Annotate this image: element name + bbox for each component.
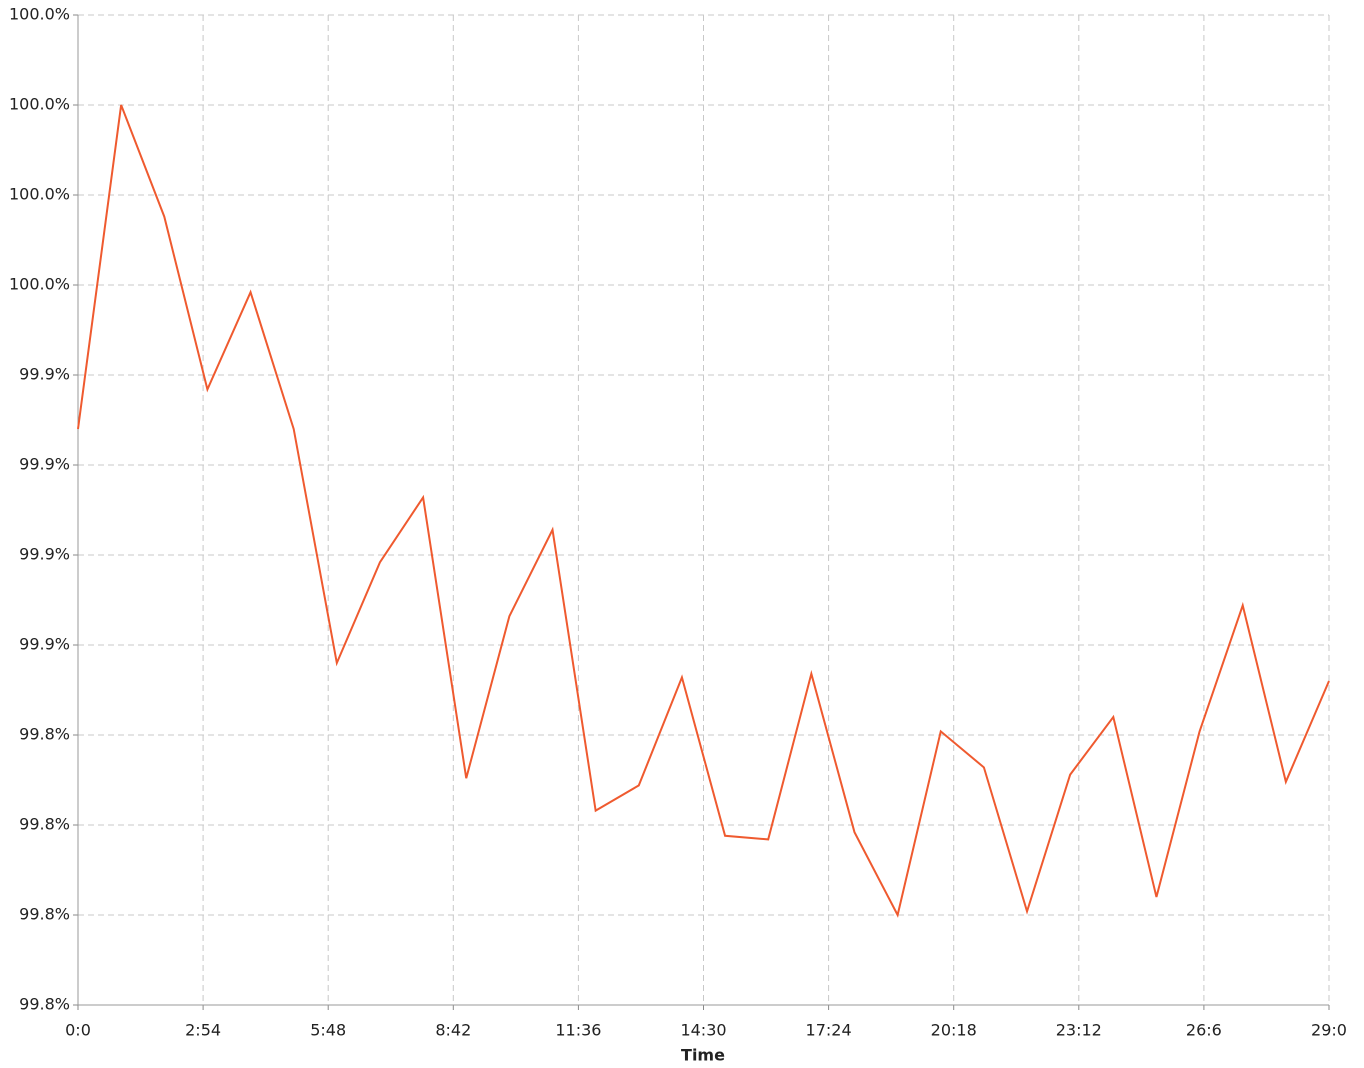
x-tick-label: 17:24 [806, 1021, 852, 1040]
x-tick-label: 20:18 [931, 1021, 977, 1040]
x-tick-label: 8:42 [435, 1021, 471, 1040]
data-line [77, 104, 1330, 918]
y-tick-label: 100.0% [9, 185, 70, 204]
x-tick-label: 5:48 [310, 1021, 346, 1040]
y-tick-label: 100.0% [9, 275, 70, 294]
y-tick-label: 99.8% [19, 725, 70, 744]
y-tick-label: 99.8% [19, 995, 70, 1014]
y-tick-label: 99.9% [19, 455, 70, 474]
y-tick-label: 99.8% [19, 815, 70, 834]
x-tick-label: 0:0 [65, 1021, 91, 1040]
x-tick-label: 11:36 [555, 1021, 601, 1040]
y-tick-label: 99.9% [19, 635, 70, 654]
x-tick-label: 29:0 [1311, 1021, 1347, 1040]
y-tick-label: 99.9% [19, 545, 70, 564]
x-tick-label: 14:30 [680, 1021, 726, 1040]
y-tick-label: 100.0% [9, 5, 70, 24]
y-tick-label: 100.0% [9, 95, 70, 114]
x-axis-label: Time [681, 1046, 725, 1065]
x-tick-label: 26:6 [1186, 1021, 1222, 1040]
x-tick-label: 23:12 [1056, 1021, 1102, 1040]
y-tick-label: 99.9% [19, 365, 70, 384]
x-tick-label: 2:54 [185, 1021, 221, 1040]
y-tick-label: 99.8% [19, 905, 70, 924]
